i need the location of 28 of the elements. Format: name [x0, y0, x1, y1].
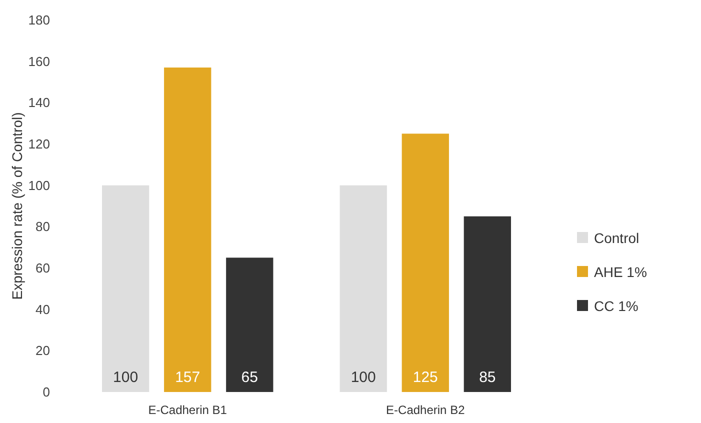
data-label: 157 — [175, 369, 200, 386]
y-tick-label: 180 — [28, 12, 50, 28]
bar — [464, 216, 511, 392]
y-tick-label: 80 — [36, 219, 50, 234]
legend-label: CC 1% — [594, 298, 638, 314]
bar — [102, 185, 150, 392]
y-tick-label: 20 — [36, 343, 50, 358]
y-tick-label: 160 — [28, 54, 50, 69]
legend-label: Control — [594, 230, 640, 246]
bar — [164, 68, 212, 392]
legend-label: AHE 1% — [594, 264, 647, 280]
x-tick-label: E-Cadherin B1 — [148, 403, 228, 417]
x-tick-label: E-Cadherin B2 — [386, 403, 466, 417]
data-label: 125 — [412, 369, 438, 386]
data-label: 85 — [479, 369, 496, 386]
bar — [340, 185, 387, 392]
y-tick-label: 120 — [28, 136, 50, 152]
y-axis-title: Expression rate (% of Control) — [9, 112, 25, 300]
y-tick-label: 100 — [28, 178, 50, 193]
bar — [402, 134, 449, 392]
y-tick-label: 60 — [36, 260, 50, 276]
data-label: 65 — [241, 369, 258, 386]
bar — [226, 258, 274, 392]
y-tick-label: 0 — [42, 384, 50, 400]
y-tick-label: 40 — [36, 302, 50, 317]
y-tick-label: 140 — [28, 95, 50, 110]
data-label: 100 — [113, 369, 138, 386]
data-label: 100 — [350, 369, 376, 386]
